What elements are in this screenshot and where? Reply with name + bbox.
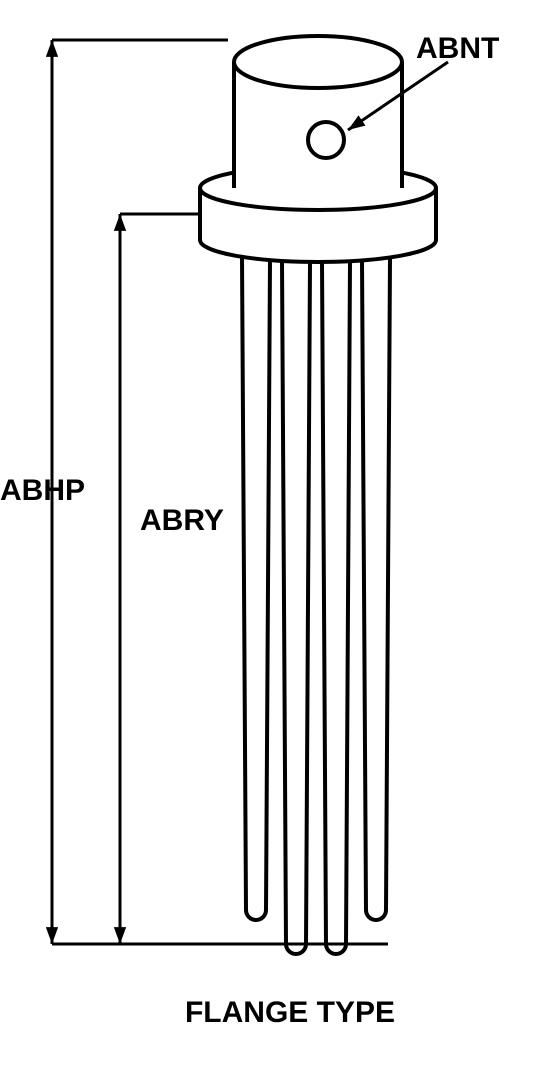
flange-type-diagram: ABNT ABHP ABRY FLANGE TYPE: [0, 0, 540, 1088]
hole: [308, 122, 344, 158]
caption: FLANGE TYPE: [185, 996, 395, 1029]
label-abry: ABRY: [140, 504, 224, 537]
label-abnt: ABNT: [416, 32, 499, 65]
label-abhp: ABHP: [0, 474, 85, 507]
